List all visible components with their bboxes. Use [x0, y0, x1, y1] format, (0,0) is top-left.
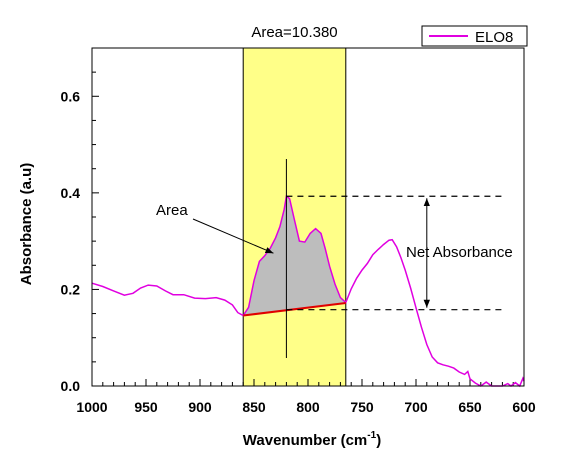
legend-box: [421, 25, 528, 47]
x-tick-label: 1000: [76, 399, 107, 415]
y-tick-label: 0.0: [61, 378, 81, 394]
y-axis-tick-labels: 0.0 0.2 0.4 0.6: [61, 88, 81, 394]
x-tick-label: 600: [512, 399, 536, 415]
y-tick-label: 0.4: [61, 185, 81, 201]
x-axis-tick-labels: 1000 950 900 850 800 750 700 650 600: [76, 399, 535, 415]
area-annotation-label: Area: [156, 202, 188, 219]
x-tick-label: 900: [188, 399, 212, 415]
x-axis-title-main: Wavenumber (cm: [243, 432, 367, 449]
y-tick-label: 0.2: [61, 281, 81, 297]
area-value-label: Area=10.380: [251, 24, 337, 41]
x-axis-title: Wavenumber (cm-1): [243, 430, 381, 449]
x-tick-label: 750: [350, 399, 374, 415]
plot-frame: [91, 47, 525, 387]
x-tick-label: 650: [458, 399, 482, 415]
legend-label-elo8: ELO8: [475, 29, 513, 46]
x-axis-title-superscript: -1: [367, 430, 376, 441]
x-tick-label: 850: [242, 399, 266, 415]
x-tick-label: 950: [134, 399, 158, 415]
net-absorbance-label: Net Absorbance: [406, 244, 513, 261]
y-axis-ticks: [92, 47, 99, 387]
y-axis-title: Absorbance (a.u): [18, 163, 35, 286]
integrated-area-fill: [243, 196, 346, 316]
area-annotation-arrow: [192, 218, 274, 254]
baseline-line: [243, 301, 346, 317]
x-tick-label: 800: [296, 399, 320, 415]
x-axis-ticks: [91, 379, 525, 386]
y-tick-label: 0.6: [61, 88, 81, 104]
series-line-elo8: [91, 194, 525, 388]
legend: ELO8: [421, 25, 528, 47]
x-tick-label: 700: [404, 399, 428, 415]
x-axis-title-close: ): [376, 432, 381, 449]
